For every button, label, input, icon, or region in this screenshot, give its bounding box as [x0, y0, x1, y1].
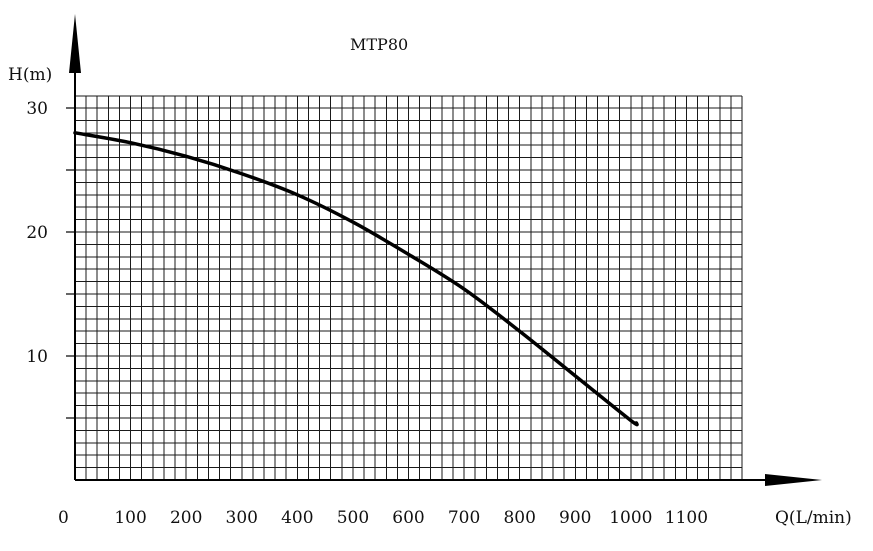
- x-tick-label: 700: [448, 508, 480, 528]
- x-tick-label: 0: [58, 508, 69, 528]
- x-tick-label: 600: [392, 508, 424, 528]
- y-axis-arrow-icon: [69, 14, 81, 73]
- chart-grid: [75, 95, 743, 480]
- x-tick-label: 200: [170, 508, 202, 528]
- tick-marks: [66, 107, 75, 419]
- y-tick-labels: 10 20 30: [26, 99, 48, 367]
- y-tick-label: 10: [26, 347, 48, 367]
- y-axis-label: H(m): [8, 65, 52, 85]
- curve-layer: [73, 131, 639, 427]
- x-tick-label: 1100: [665, 508, 708, 528]
- x-tick-label: 300: [226, 508, 258, 528]
- head-flow-curve: [73, 131, 639, 427]
- x-tick-labels: 0 100 200 300 400 500 600 700 800 900 1000 1100: [58, 508, 708, 528]
- x-axis-label: Q(L/min): [775, 508, 852, 528]
- x-tick-label: 500: [337, 508, 369, 528]
- chart-axes: [69, 14, 822, 486]
- x-axis-arrow-icon: [765, 474, 822, 486]
- x-tick-label: 100: [114, 508, 146, 528]
- chart-title: MTP80: [350, 35, 408, 54]
- x-tick-label: 900: [559, 508, 591, 528]
- x-tick-label: 800: [503, 508, 535, 528]
- x-tick-label: 400: [281, 508, 313, 528]
- y-tick-label: 20: [26, 223, 48, 243]
- y-tick-label: 30: [26, 99, 48, 119]
- x-tick-label: 1000: [609, 508, 652, 528]
